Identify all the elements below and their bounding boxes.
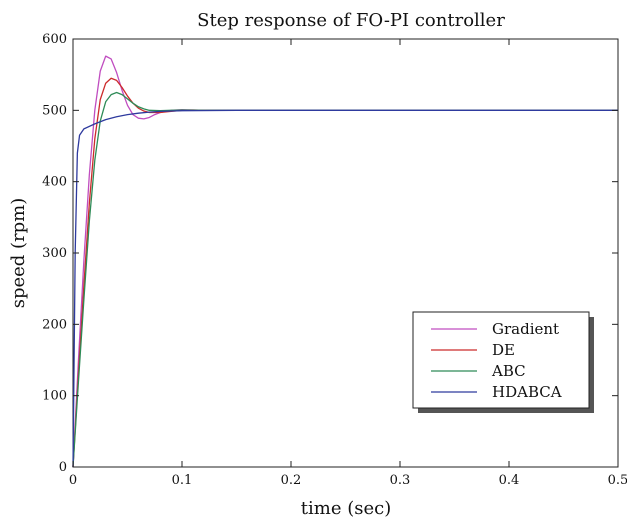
y-tick-label: 100 (42, 389, 67, 404)
x-tick-label: 0.2 (281, 473, 302, 488)
x-tick-label: 0.3 (390, 473, 411, 488)
plot-area: 0 0.1 0.2 0.3 0.4 0.5 0 100 200 300 400 500 600 (42, 32, 627, 488)
x-tick-label: 0.4 (499, 473, 520, 488)
y-axis-label: speed (rpm) (8, 198, 29, 309)
y-tick-label: 0 (59, 460, 67, 475)
y-tick-label: 500 (42, 103, 67, 118)
x-axis-label: time (sec) (301, 498, 391, 519)
chart-title: Step response of FO-PI controller (197, 10, 505, 31)
series-line-hdabca (72, 109, 618, 468)
x-tick-label: 0 (69, 473, 77, 488)
legend: Gradient DE ABC HDABCA (412, 311, 594, 413)
legend-label-gradient: Gradient (492, 320, 559, 338)
y-tick-label: 400 (42, 175, 67, 190)
ticks-group: 0 0.1 0.2 0.3 0.4 0.5 0 100 200 300 400 500 600 (42, 32, 627, 488)
legend-label-hdabca: HDABCA (492, 383, 562, 401)
y-tick-label: 300 (42, 246, 67, 261)
x-tick-label: 0.1 (172, 473, 193, 488)
series-group (72, 55, 618, 468)
legend-label-abc: ABC (491, 362, 526, 380)
y-tick-label: 600 (42, 32, 67, 47)
x-tick-label: 0.5 (608, 473, 627, 488)
legend-items: Gradient DE ABC HDABCA (431, 320, 562, 401)
y-tick-label: 200 (42, 317, 67, 332)
legend-label-de: DE (492, 341, 515, 359)
